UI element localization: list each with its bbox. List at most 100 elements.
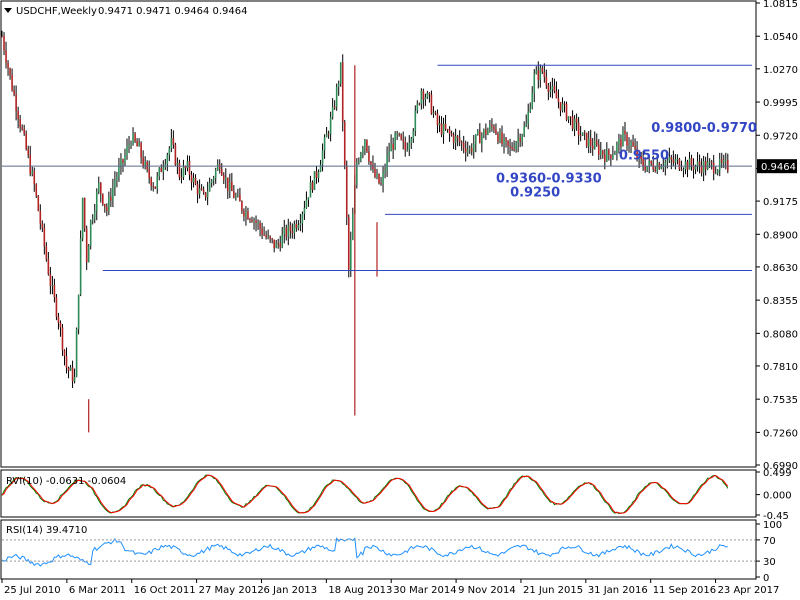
price-bar (134, 133, 136, 142)
price-bar (501, 132, 503, 145)
price-bar (136, 141, 138, 147)
price-bar (339, 62, 342, 84)
price-bar (200, 188, 203, 190)
rvi-tick-label: 0.000 (763, 491, 792, 502)
price-bar (567, 116, 570, 120)
price-bar (97, 182, 100, 192)
price-bar (81, 198, 84, 239)
price-bar (684, 161, 687, 170)
price-bar (390, 143, 392, 152)
price-bar (85, 228, 88, 263)
price-bar (87, 245, 90, 263)
price-bar (581, 132, 584, 136)
price-bar (253, 220, 255, 222)
price-bar (95, 191, 98, 212)
price-bar (333, 106, 336, 108)
dropdown-triangle-icon[interactable] (4, 8, 12, 13)
rsi-tick-label: 70 (763, 536, 776, 547)
price-bar (17, 110, 19, 120)
price-bar (440, 123, 443, 135)
price-bar (610, 154, 612, 159)
price-bar (535, 70, 538, 74)
rvi-lines (1, 474, 729, 515)
price-bar (408, 142, 411, 150)
price-bar (424, 97, 427, 100)
price-bar (210, 180, 213, 183)
price-tick-label: 0.9175 (763, 197, 798, 208)
price-tick-label: 0.8080 (763, 329, 798, 340)
price-bar (622, 130, 624, 147)
price-bar (591, 145, 594, 149)
price-bar (106, 206, 108, 212)
price-bar (392, 143, 394, 150)
price-bar (11, 75, 13, 91)
price-bar (75, 329, 78, 377)
time-tick-label: 27 May 2012 (199, 585, 264, 596)
price-bar (414, 110, 417, 132)
price-bar (464, 148, 467, 153)
price-bar (644, 165, 646, 171)
price-bar (670, 157, 673, 160)
level-annotation: 0.9550 (619, 149, 669, 164)
time-tick-label: 9 Nov 2014 (458, 585, 516, 596)
price-bar (156, 176, 159, 189)
price-bar (301, 213, 304, 224)
price-bar (571, 116, 574, 130)
price-bar (630, 141, 632, 146)
price-bar (400, 134, 402, 140)
price-bar (19, 119, 21, 128)
price-bar (640, 155, 642, 160)
price-bar (31, 171, 34, 174)
time-tick-label: 31 Jan 2016 (588, 585, 648, 596)
price-bar (602, 150, 604, 155)
price-bar (176, 163, 179, 165)
price-bar (404, 141, 407, 151)
price-bar (507, 140, 509, 146)
price-bar (190, 174, 193, 183)
price-bar (416, 103, 419, 111)
price-bar (233, 191, 235, 198)
price-bar (83, 198, 86, 229)
price-bar (281, 234, 284, 248)
price-bar (604, 154, 606, 162)
price-bar (495, 129, 497, 134)
price-bar (674, 159, 677, 163)
price-bar (168, 148, 171, 156)
price-bar (388, 151, 390, 156)
price-bar (422, 90, 425, 100)
price-bar (446, 129, 449, 131)
rvi-axis: 0.499 0.000 -0.45 (756, 468, 792, 522)
price-bar (676, 158, 679, 160)
price-bar (660, 166, 663, 169)
price-bar (714, 172, 717, 174)
price-bar (559, 102, 562, 111)
price-bar (319, 164, 322, 172)
price-tick-label: 0.7260 (763, 428, 798, 439)
price-bar (21, 127, 23, 130)
price-bar (152, 185, 155, 187)
price-bar (380, 183, 382, 185)
price-bar (343, 121, 346, 166)
price-bar (216, 164, 219, 170)
price-bar (479, 130, 481, 144)
price-bar (247, 211, 249, 220)
price-bar (352, 213, 354, 240)
price-bar (309, 182, 312, 198)
price-bar (289, 225, 292, 232)
price-bar (67, 367, 70, 371)
price-bar (483, 129, 485, 136)
price-bar (541, 68, 544, 72)
price-bar (148, 169, 150, 179)
price-bar (547, 85, 550, 92)
price-bar (448, 129, 451, 134)
price-bar (120, 159, 122, 167)
price-bar (716, 170, 719, 173)
price-bar (597, 144, 600, 155)
price-bar (160, 168, 163, 172)
price-bar (549, 89, 552, 92)
price-bar (456, 136, 459, 138)
current-price-badge (757, 159, 797, 174)
price-bar (704, 161, 707, 170)
price-bar (690, 158, 693, 166)
price-tick-label: 0.8900 (763, 230, 798, 241)
